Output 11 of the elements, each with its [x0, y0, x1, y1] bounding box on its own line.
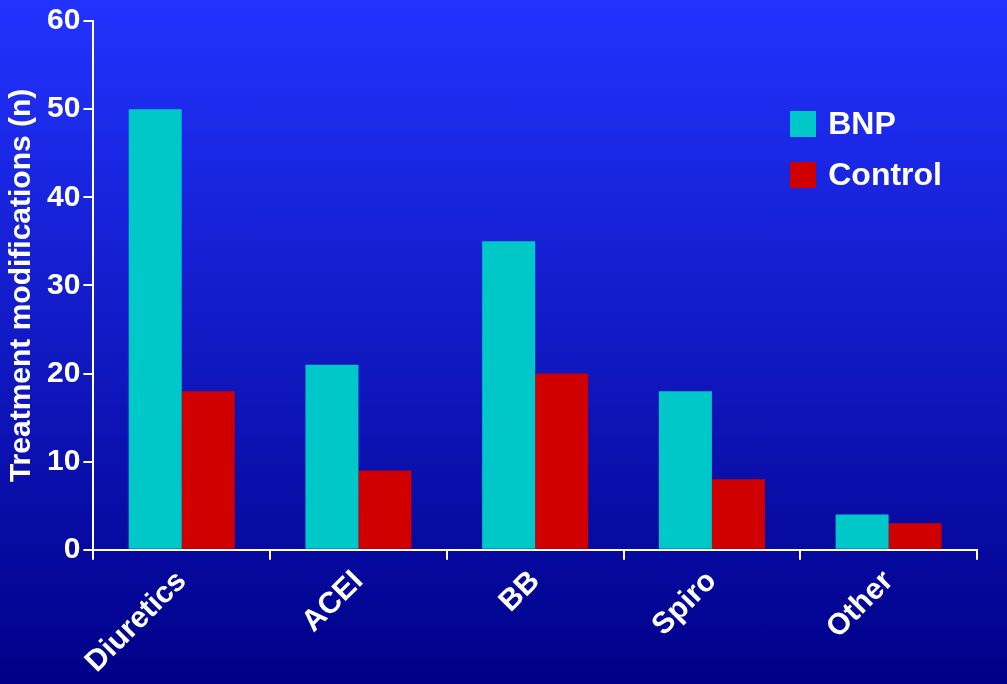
y-tick-label: 30 [46, 266, 81, 300]
y-axis-title: Treatment modifications (n) [3, 88, 37, 483]
y-tick-label: 10 [46, 442, 81, 476]
y-tick-label: 0 [63, 531, 81, 565]
legend-label: Control [828, 156, 942, 193]
y-tick-label: 20 [46, 354, 81, 388]
y-tick-label: 60 [46, 2, 81, 36]
y-tick-label: 50 [46, 90, 81, 124]
legend-label: BNP [828, 105, 896, 142]
y-tick-label: 40 [46, 178, 81, 212]
x-tick-label: BB [491, 563, 546, 618]
